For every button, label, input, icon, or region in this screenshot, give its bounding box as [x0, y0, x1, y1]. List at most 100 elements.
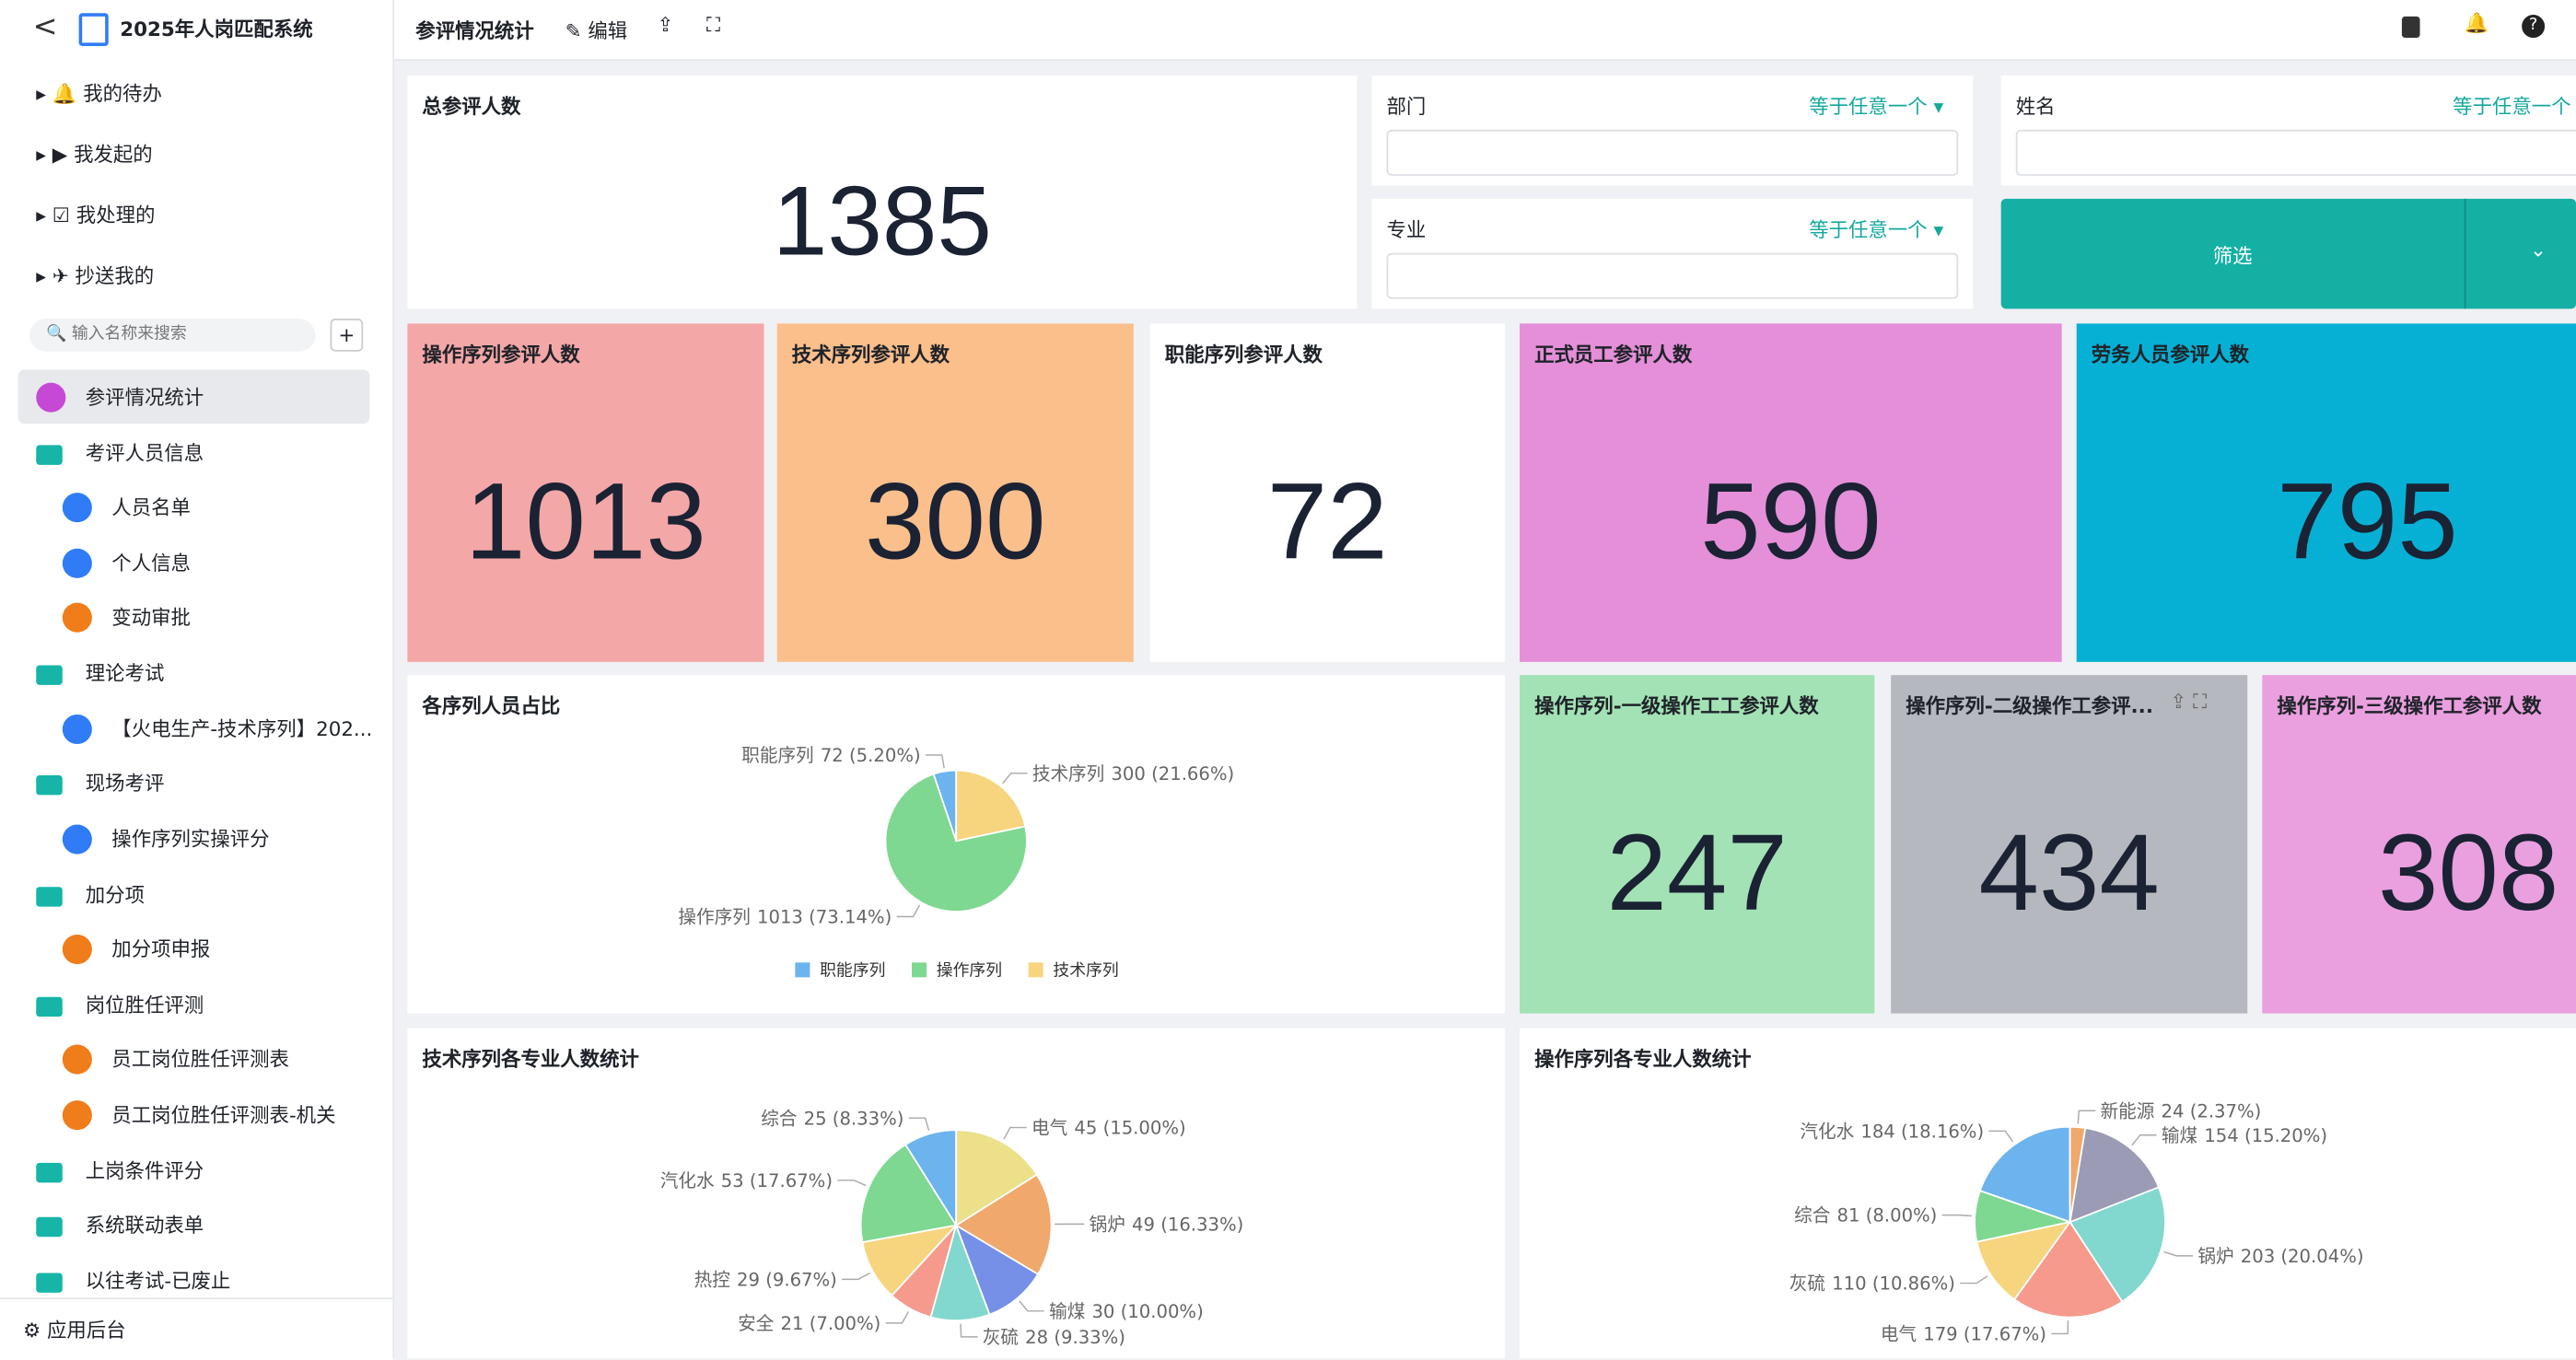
tree-folder[interactable]: 现场考评	[36, 759, 164, 808]
slice-value-label: 110 (10.86%)	[1832, 1273, 1955, 1295]
slice-value-label: 21 (7.00%)	[781, 1313, 881, 1334]
edit-button[interactable]: ✎ 编辑	[565, 17, 628, 44]
menu-item[interactable]: ▸ ▶ 我发起的	[36, 130, 152, 180]
slice-label: 新能源 24 (2.37%)	[2101, 1100, 2262, 1122]
slice-label: 安全 21 (7.00%)	[738, 1313, 880, 1334]
slice-name: 输煤	[1049, 1301, 1085, 1322]
stat-value: 1013	[407, 459, 763, 584]
stat-value: 434	[1891, 809, 2247, 935]
slice-name: 综合	[761, 1108, 797, 1129]
filter[interactable]: 部门等于任意一个 ▾	[1371, 76, 1973, 186]
help-icon[interactable]: ?	[2522, 15, 2545, 38]
slice-value-label: 184 (18.16%)	[1860, 1121, 1984, 1142]
filter-button[interactable]: 筛选⌄	[2001, 199, 2576, 309]
add-button[interactable]: +	[331, 319, 364, 352]
slice-value-label: 81 (8.00%)	[1837, 1205, 1938, 1226]
filter[interactable]: 专业等于任意一个 ▾	[1371, 199, 1973, 309]
leader-line	[1004, 1128, 1027, 1139]
admin-link[interactable]: ⚙ 应用后台	[23, 1306, 126, 1355]
share-icon[interactable]: ⇪	[658, 13, 674, 36]
tree-folder[interactable]: 加分项	[36, 870, 145, 920]
stat-value: 300	[777, 459, 1134, 584]
slice-name: 输煤	[2162, 1125, 2197, 1146]
tree-item[interactable]: 参评情况统计	[36, 373, 204, 423]
back-button[interactable]: <	[33, 10, 58, 44]
leader-line	[897, 905, 920, 916]
slice-value-label: 25 (8.33%)	[804, 1108, 904, 1129]
slice-name: 热控	[694, 1270, 730, 1291]
slice-value-label: 49 (16.33%)	[1132, 1214, 1243, 1235]
leader-line	[1003, 773, 1028, 784]
stat-value: 1385	[407, 164, 1357, 277]
slice-name: 锅炉	[2197, 1246, 2233, 1267]
tree-item[interactable]: 员工岗位胜任评测表	[63, 1035, 289, 1085]
slice-name: 职能序列	[741, 745, 813, 766]
search-input[interactable]: 🔍 输入名称来搜索	[29, 319, 315, 352]
slice-name: 新能源	[2101, 1100, 2155, 1122]
slice-value-label: 24 (2.37%)	[2162, 1100, 2262, 1122]
leader-line	[886, 1311, 909, 1322]
slice-value-label: 203 (20.04%)	[2241, 1246, 2364, 1267]
app-icon	[79, 13, 109, 46]
toolbar: 参评情况统计 ✎ 编辑 ⇪ ⛶ 🔔 ?	[394, 0, 2576, 61]
leader-line	[2132, 1135, 2157, 1145]
tree-item[interactable]: 【火电生产-技术序列】202...	[63, 704, 373, 754]
tree-folder[interactable]: 理论考试	[36, 649, 164, 699]
doc-icon[interactable]	[2402, 17, 2420, 38]
tree-folder[interactable]: 系统联动表单	[36, 1201, 204, 1250]
slice-name: 汽化水	[1800, 1121, 1854, 1142]
tree-folder[interactable]: 岗位胜任评测	[36, 981, 204, 1030]
tree-item[interactable]: 操作序列实操评分	[63, 815, 270, 865]
tree-item[interactable]: 人员名单	[63, 482, 191, 532]
pie-chart: 汽化水 184 (18.16%) 综合 81 (8.00%) 灰硫 110 (10.86%…	[1520, 1029, 2576, 1359]
leader-line	[837, 1180, 866, 1186]
menu-item[interactable]: ▸ ✈ 抄送我的	[36, 251, 154, 301]
slice-name: 电气	[1032, 1118, 1067, 1139]
slice-name: 安全	[738, 1313, 775, 1334]
leader-line	[2051, 1320, 2068, 1333]
tree-item[interactable]: 加分项申报	[63, 924, 211, 974]
tree-folder[interactable]: 考评人员信息	[36, 429, 204, 479]
leader-line	[842, 1273, 869, 1279]
stat-value: 590	[1520, 459, 2062, 584]
slice-label: 职能序列 72 (5.20%)	[741, 745, 920, 766]
leader-line	[1988, 1131, 2012, 1142]
slice-name: 汽化水	[660, 1170, 715, 1191]
slice-name: 灰硫	[1789, 1273, 1825, 1295]
tree-folder[interactable]: 上岗条件评分	[36, 1146, 204, 1196]
fullscreen-icon[interactable]: ⛶	[706, 13, 720, 38]
legend-label: 操作序列	[937, 961, 1002, 981]
menu-item[interactable]: ▸ ☑ 我处理的	[36, 191, 155, 240]
bell-icon[interactable]: 🔔	[2465, 11, 2489, 34]
leader-line	[926, 755, 944, 768]
slice-value-label: 1013 (73.14%)	[757, 907, 892, 928]
filter[interactable]: 姓名等于任意一个	[2001, 76, 2576, 186]
slice-value-label: 72 (5.20%)	[821, 745, 921, 766]
slice-name: 锅炉	[1090, 1214, 1125, 1235]
slice-label: 锅炉 203 (20.04%)	[2197, 1246, 2363, 1267]
menu-item[interactable]: ▸ 🔔 我的待办	[36, 69, 162, 119]
legend-label: 技术序列	[1053, 961, 1118, 981]
slice-value-label: 300 (21.66%)	[1111, 763, 1234, 785]
legend-swatch	[912, 962, 927, 977]
app-title: 2025年人岗匹配系统	[120, 15, 312, 42]
slice-name: 综合	[1794, 1205, 1830, 1226]
tree-item[interactable]: 个人信息	[63, 539, 191, 588]
tree-item[interactable]: 员工岗位胜任评测表-机关	[63, 1090, 336, 1140]
tree-item[interactable]: 变动审批	[63, 593, 191, 643]
